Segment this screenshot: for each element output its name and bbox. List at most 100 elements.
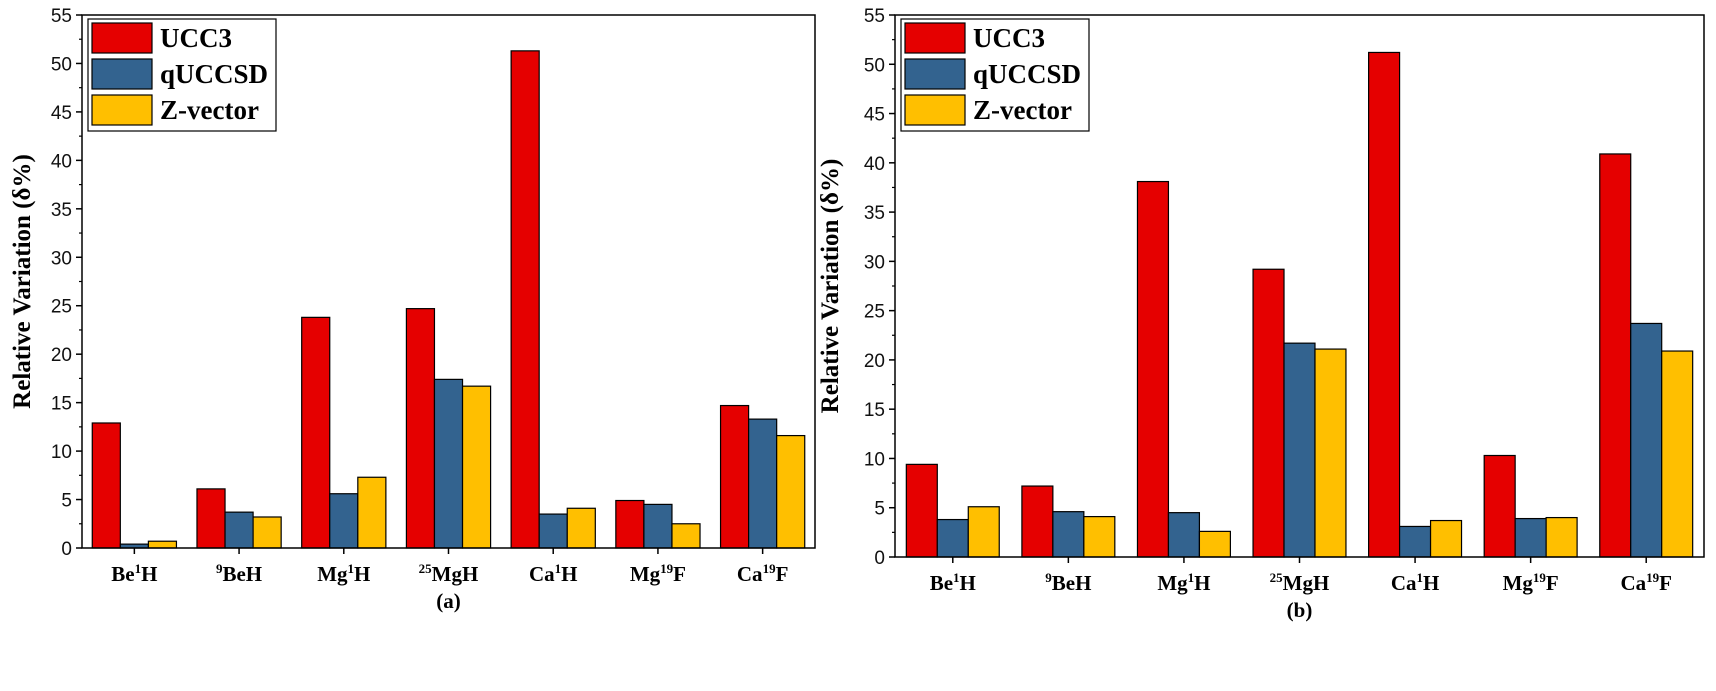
x-tick-label: Mg19F bbox=[630, 561, 686, 586]
y-tick-label: 25 bbox=[864, 302, 885, 323]
legend: UCC3 qUCCSD Z-vector bbox=[900, 18, 1090, 132]
y-tick-label: 40 bbox=[51, 151, 72, 172]
bar-ucc3-3 bbox=[405, 308, 436, 549]
bar-quccsd-2 bbox=[1167, 512, 1201, 558]
bar-z-vector-1 bbox=[252, 516, 282, 549]
bar-z-vector-2 bbox=[1198, 530, 1231, 558]
legend-swatch bbox=[904, 94, 966, 126]
bar-z-vector-5 bbox=[671, 523, 701, 549]
bar-quccsd-6 bbox=[748, 418, 778, 549]
bar-ucc3-0 bbox=[905, 463, 938, 558]
legend-label: UCC3 bbox=[973, 23, 1045, 53]
bar-z-vector-2 bbox=[357, 476, 387, 549]
x-tick-label: 25MgH bbox=[1270, 570, 1330, 595]
y-tick-label: 50 bbox=[864, 55, 885, 76]
bar-ucc3-3 bbox=[1252, 268, 1285, 558]
y-tick-label: 15 bbox=[51, 394, 72, 415]
y-tick-label: 10 bbox=[51, 442, 72, 463]
y-tick-label: 35 bbox=[51, 200, 72, 221]
bar-ucc3-1 bbox=[1021, 485, 1054, 558]
x-tick-label: Mg1H bbox=[1157, 570, 1210, 595]
legend: UCC3 qUCCSD Z-vector bbox=[87, 18, 277, 132]
bar-ucc3-0 bbox=[91, 422, 121, 549]
panel-label: (a) bbox=[436, 589, 461, 613]
chart-panel-b: 0 5 10 15 20 25 30 35 40 45 50 55 Be1H 9BeH Mg1H 25MgH C… bbox=[817, 6, 1705, 622]
x-tick-label: Ca19F bbox=[1620, 570, 1672, 595]
bar-z-vector-3 bbox=[1314, 348, 1347, 558]
legend-label: qUCCSD bbox=[160, 59, 268, 89]
bar-z-vector-5 bbox=[1545, 516, 1578, 558]
x-tick-label: Ca19F bbox=[737, 561, 789, 586]
bar-ucc3-5 bbox=[615, 499, 645, 549]
legend-swatch bbox=[91, 22, 153, 54]
y-axis-label: Relative Variation (δ%) bbox=[9, 154, 36, 409]
bar-ucc3-2 bbox=[301, 316, 331, 549]
x-tick-label: 9BeH bbox=[1045, 570, 1091, 595]
x-tick-label: Ca1H bbox=[1391, 570, 1440, 595]
y-axis-label: Relative Variation (δ%) bbox=[817, 159, 844, 414]
bar-z-vector-6 bbox=[776, 434, 806, 549]
bar-quccsd-4 bbox=[1398, 525, 1432, 558]
bar-z-vector-4 bbox=[1429, 519, 1463, 558]
bar-z-vector-0 bbox=[147, 540, 178, 549]
bar-quccsd-1 bbox=[1052, 511, 1085, 558]
bar-z-vector-0 bbox=[967, 506, 1000, 558]
x-tick-label: Mg19F bbox=[1503, 570, 1559, 595]
y-tick-label: 45 bbox=[51, 103, 72, 124]
legend-label: Z-vector bbox=[973, 95, 1072, 125]
chart-panel-a: 0 5 10 15 20 25 30 35 40 45 50 55 Be1H 9BeH Mg1H 25MgH C… bbox=[9, 6, 816, 613]
bar-quccsd-0 bbox=[936, 518, 969, 558]
x-tick-label: Ca1H bbox=[529, 561, 578, 586]
bar-ucc3-6 bbox=[719, 404, 750, 549]
bar-quccsd-5 bbox=[643, 503, 673, 549]
bar-quccsd-4 bbox=[538, 513, 568, 549]
y-tick-label: 10 bbox=[864, 449, 885, 470]
bar-z-vector-1 bbox=[1083, 515, 1116, 558]
legend-swatch bbox=[904, 58, 966, 90]
legend-label: qUCCSD bbox=[973, 59, 1081, 89]
legend-label: Z-vector bbox=[160, 95, 259, 125]
y-tick-label: 15 bbox=[864, 400, 885, 421]
bar-ucc3-2 bbox=[1136, 180, 1170, 558]
bar-z-vector-4 bbox=[566, 507, 596, 549]
legend-label: UCC3 bbox=[160, 23, 232, 53]
legend-swatch bbox=[91, 58, 153, 90]
legend-swatch bbox=[91, 94, 153, 126]
y-tick-label: 35 bbox=[864, 203, 885, 224]
y-tick-label: 40 bbox=[864, 154, 885, 175]
y-tick-label: 45 bbox=[864, 105, 885, 126]
y-tick-label: 55 bbox=[51, 6, 72, 27]
y-tick-label: 30 bbox=[51, 248, 72, 269]
x-tick-label: 9BeH bbox=[216, 561, 262, 586]
x-tick-label: Be1H bbox=[930, 570, 976, 595]
bar-quccsd-5 bbox=[1514, 517, 1547, 558]
y-tick-label: 30 bbox=[864, 252, 885, 273]
y-tick-label: 5 bbox=[874, 499, 885, 520]
bar-ucc3-4 bbox=[1368, 51, 1401, 558]
y-tick-label: 25 bbox=[51, 297, 72, 318]
x-tick-label: Be1H bbox=[111, 561, 157, 586]
bar-z-vector-6 bbox=[1661, 350, 1694, 558]
x-tick-label: 25MgH bbox=[419, 561, 479, 586]
panel-label: (b) bbox=[1287, 598, 1313, 622]
y-tick-label: 0 bbox=[61, 539, 72, 560]
y-tick-label: 55 bbox=[864, 6, 885, 27]
bar-quccsd-2 bbox=[329, 493, 359, 549]
bar-z-vector-3 bbox=[461, 385, 492, 549]
legend-swatch bbox=[904, 22, 966, 54]
y-tick-label: 20 bbox=[864, 351, 885, 372]
bar-ucc3-4 bbox=[510, 50, 540, 549]
y-tick-label: 0 bbox=[874, 548, 885, 569]
bar-ucc3-5 bbox=[1483, 454, 1516, 558]
bar-quccsd-6 bbox=[1630, 322, 1663, 558]
bar-ucc3-1 bbox=[196, 488, 226, 549]
bar-ucc3-6 bbox=[1599, 153, 1632, 558]
y-tick-label: 20 bbox=[51, 345, 72, 366]
y-tick-label: 50 bbox=[51, 54, 72, 75]
x-tick-label: Mg1H bbox=[317, 561, 370, 586]
y-tick-label: 5 bbox=[61, 491, 72, 512]
bar-quccsd-1 bbox=[224, 511, 254, 549]
bar-quccsd-3 bbox=[1283, 342, 1316, 558]
bar-quccsd-3 bbox=[433, 378, 464, 549]
